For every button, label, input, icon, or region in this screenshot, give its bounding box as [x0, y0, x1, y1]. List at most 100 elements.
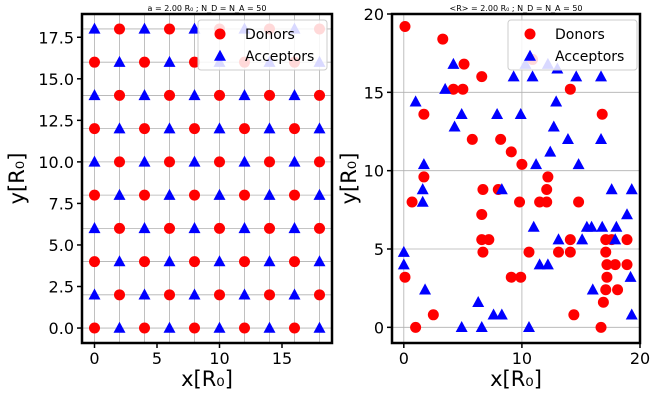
donor-point: [418, 108, 430, 120]
donor-point: [609, 259, 621, 271]
acceptor-point: [163, 321, 176, 333]
acceptor-point: [113, 188, 126, 200]
donor-point: [164, 23, 175, 35]
acceptor-point: [113, 321, 126, 333]
acceptor-point: [610, 220, 623, 232]
x-tick-label: 0: [399, 349, 409, 368]
donor-point: [114, 289, 125, 301]
donor-point: [139, 123, 150, 135]
donor-point: [264, 222, 275, 234]
acceptor-point: [238, 155, 251, 167]
acceptor-point: [447, 57, 460, 69]
donor-point: [399, 21, 411, 33]
donor-point: [612, 284, 624, 296]
acceptor-point: [397, 245, 410, 257]
acceptor-point: [313, 255, 326, 267]
acceptor-point: [113, 55, 126, 67]
donor-point: [483, 234, 495, 246]
legend-label: Acceptors: [245, 49, 314, 65]
donor-point: [495, 133, 507, 145]
donor-point: [418, 171, 430, 183]
y-tick-label: 5.0: [49, 236, 74, 255]
donor-point: [189, 322, 200, 334]
acceptor-point: [625, 308, 638, 320]
acceptor-point: [570, 70, 583, 82]
acceptor-point: [419, 283, 432, 295]
donor-point: [114, 222, 125, 234]
acceptor-point: [595, 70, 608, 82]
acceptor-point: [514, 107, 527, 119]
donor-point: [621, 259, 633, 271]
donor-point: [600, 284, 612, 296]
left-panel-lattice-plot: 0 5 10 15 0.0 2.5 5.0 7.5 10.0 12.5 15.0 17.5 a = 2.…: [5, 4, 334, 391]
donor-point: [621, 234, 633, 246]
donor-point: [239, 123, 250, 135]
legend-box: [197, 19, 328, 71]
donor-point: [89, 256, 100, 268]
acceptor-point: [417, 158, 430, 170]
y-tick-label: 0: [374, 318, 384, 337]
y-axis-label: y[R₀]: [5, 153, 29, 205]
donor-point: [289, 256, 300, 268]
acceptor-point: [88, 155, 101, 167]
acceptor-point: [416, 183, 429, 195]
acceptor-point: [163, 255, 176, 267]
acceptor-point: [288, 222, 301, 234]
y-tick-label: 15.0: [38, 70, 74, 89]
acceptor-point: [313, 122, 326, 134]
legend-box: [507, 19, 638, 71]
acceptor-point: [138, 288, 151, 300]
plot-frame: [390, 12, 642, 345]
acceptor-point: [163, 122, 176, 134]
donor-point: [466, 133, 478, 145]
acceptor-point: [595, 133, 608, 145]
donor-point: [164, 89, 175, 101]
donor-point: [410, 321, 422, 333]
donor-point: [289, 322, 300, 334]
panel-title: a = 2.00 R₀ ; N_D = N_A = 50: [148, 4, 267, 13]
y-tick-label: 2.5: [49, 278, 74, 297]
acceptor-point: [163, 188, 176, 200]
donor-point: [514, 196, 526, 208]
acceptor-point: [88, 22, 101, 34]
donor-point: [239, 256, 250, 268]
donor-point: [406, 196, 418, 208]
acceptor-point: [527, 220, 540, 232]
legend-acceptor-marker: [524, 49, 536, 61]
y-tick-label: 15: [364, 83, 384, 102]
acceptor-point: [288, 89, 301, 101]
donor-point: [264, 289, 275, 301]
donor-point: [568, 309, 580, 321]
legend-donor-marker: [524, 28, 536, 40]
donor-point: [189, 256, 200, 268]
panel-title: <R> = 2.00 R₀ ; N_D = N_A = 50: [449, 4, 582, 13]
acceptor-point: [397, 258, 410, 270]
acceptor-point: [163, 55, 176, 67]
acceptor-point: [138, 222, 151, 234]
donor-point: [164, 156, 175, 168]
donor-point: [314, 289, 325, 301]
donor-point: [427, 309, 439, 321]
donor-point: [214, 89, 225, 101]
x-tick-label: 5: [152, 349, 162, 368]
acceptor-point: [138, 22, 151, 34]
acceptor-point: [491, 107, 504, 119]
acceptor-point: [541, 258, 554, 270]
acceptor-point: [552, 233, 565, 245]
acceptor-point: [409, 95, 422, 107]
donor-point: [139, 56, 150, 68]
acceptor-point: [439, 82, 452, 94]
x-axis-label: x[R₀]: [181, 367, 233, 389]
acceptor-point: [313, 188, 326, 200]
y-tick-label: 20: [364, 5, 384, 24]
donor-point: [437, 33, 449, 45]
donor-point: [515, 271, 527, 283]
donor-point: [541, 183, 553, 195]
donor-point: [399, 271, 411, 283]
donor-point: [264, 89, 275, 101]
donor-point: [89, 56, 100, 68]
x-tick-label: 20: [630, 349, 650, 368]
donor-point: [523, 246, 535, 258]
donor-point: [564, 246, 576, 258]
right-panel-random-plot: 0 10 20 0 5 10 15 20 <R> = 2.00 R₀ ; N_D = N_A =…: [337, 4, 650, 391]
